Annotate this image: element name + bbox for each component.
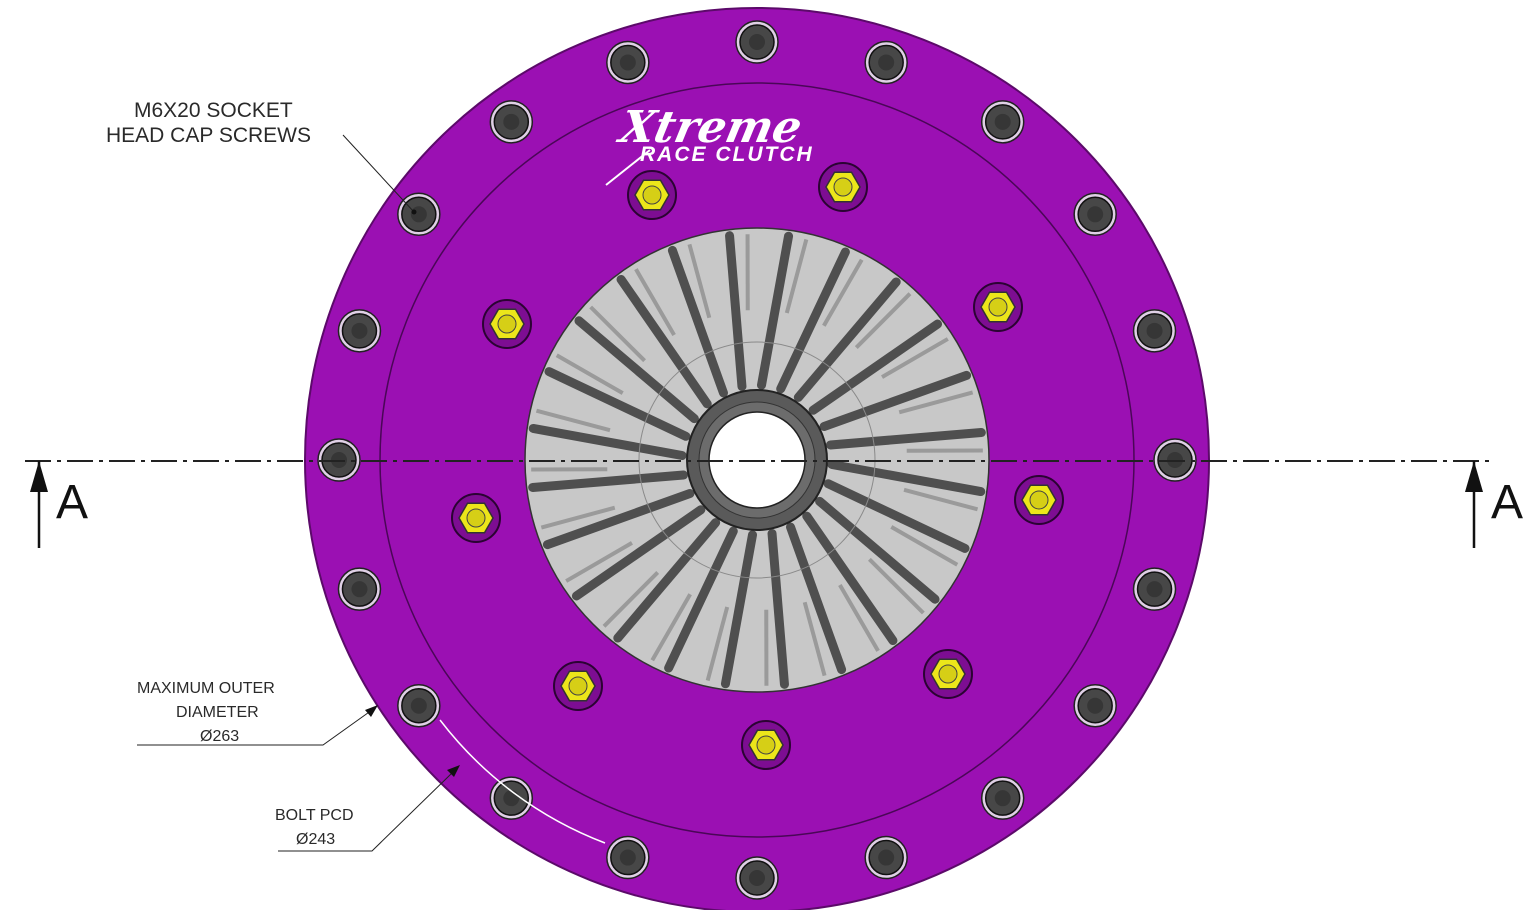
socket-head-bolt bbox=[607, 837, 649, 879]
socket-head-bolt bbox=[1074, 193, 1116, 235]
socket-head-bolt bbox=[490, 777, 532, 819]
outer-note-line1: MAXIMUM OUTER bbox=[137, 680, 275, 697]
yellow-hex-nut bbox=[452, 494, 500, 542]
socket-head-bolt bbox=[338, 568, 380, 610]
socket-head-bolt bbox=[398, 193, 440, 235]
yellow-hex-nut bbox=[628, 171, 676, 219]
socket-head-bolt bbox=[865, 837, 907, 879]
socket-head-bolt bbox=[1134, 310, 1176, 352]
section-label-right: A bbox=[1491, 476, 1523, 529]
socket-head-bolt bbox=[1074, 685, 1116, 727]
socket-head-bolt bbox=[865, 41, 907, 83]
yellow-hex-nut bbox=[974, 283, 1022, 331]
outer-note-line2: DIAMETER bbox=[176, 704, 259, 721]
socket-head-bolt bbox=[490, 101, 532, 143]
socket-head-bolt bbox=[1134, 568, 1176, 610]
section-arrow-right bbox=[1465, 461, 1483, 548]
screws-note-line1: M6X20 SOCKET bbox=[134, 99, 293, 122]
yellow-hex-nut bbox=[483, 300, 531, 348]
socket-head-bolt bbox=[736, 21, 778, 63]
pcd-note-value: Ø243 bbox=[296, 831, 335, 848]
socket-head-bolt bbox=[982, 777, 1024, 819]
section-arrow-left bbox=[30, 461, 48, 548]
yellow-hex-nut bbox=[554, 662, 602, 710]
yellow-hex-nut bbox=[819, 163, 867, 211]
logo-subtitle: RACE CLUTCH bbox=[640, 143, 814, 166]
yellow-hex-nut bbox=[1015, 476, 1063, 524]
screws-note-line2: HEAD CAP SCREWS bbox=[106, 124, 311, 147]
socket-head-bolt bbox=[736, 857, 778, 899]
socket-head-bolt bbox=[398, 685, 440, 727]
socket-head-bolt bbox=[982, 101, 1024, 143]
section-label-left: A bbox=[56, 476, 88, 529]
outer-note-value: Ø263 bbox=[200, 728, 239, 745]
socket-head-bolt bbox=[338, 310, 380, 352]
yellow-hex-nut bbox=[742, 721, 790, 769]
pcd-note-line1: BOLT PCD bbox=[275, 807, 354, 824]
socket-head-bolt bbox=[607, 41, 649, 83]
yellow-hex-nut bbox=[924, 650, 972, 698]
